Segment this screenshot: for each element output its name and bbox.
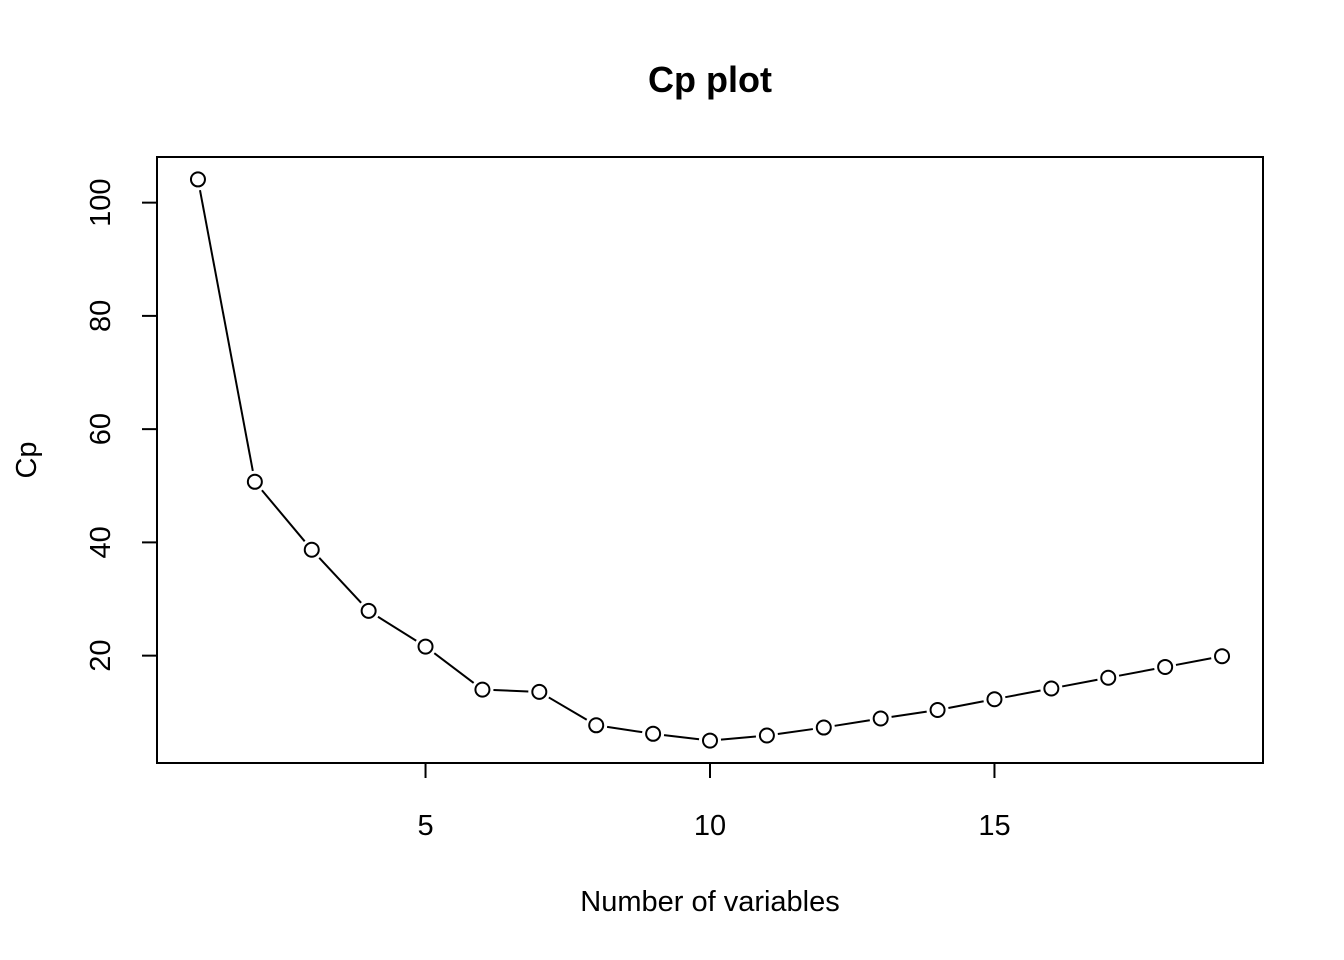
- x-axis-label: Number of variables: [580, 886, 840, 918]
- x-tick-label: 15: [978, 810, 1010, 842]
- y-axis: 20 40 60 80 100: [85, 178, 157, 672]
- data-point: [1043, 680, 1060, 697]
- y-tick-label: 100: [85, 178, 117, 226]
- data-point: [1157, 658, 1174, 675]
- data-point: [1214, 648, 1231, 665]
- series-segment: [199, 190, 254, 472]
- series-segment: [663, 734, 700, 741]
- series-segment: [1061, 678, 1098, 688]
- series-segment: [493, 689, 529, 693]
- data-point: [474, 681, 491, 698]
- data-point: [303, 541, 320, 558]
- data-point: [758, 727, 775, 744]
- series-segment: [891, 710, 927, 718]
- plot-frame: [156, 156, 1264, 764]
- data-point: [645, 725, 662, 742]
- y-tick-label: 80: [85, 300, 117, 332]
- data-point: [702, 732, 718, 749]
- series-segment: [433, 652, 475, 684]
- series-segment: [834, 719, 870, 727]
- series-segment: [261, 489, 306, 542]
- x-axis: 5 10 15: [417, 763, 1011, 842]
- y-axis-label: Cp: [11, 441, 43, 478]
- series-segment: [1118, 668, 1155, 677]
- series-segment: [318, 557, 362, 604]
- series-line: [199, 190, 1212, 741]
- series-segment: [1175, 657, 1212, 666]
- series-points: [189, 171, 1231, 749]
- series-segment: [1005, 689, 1041, 699]
- y-tick-label: 40: [85, 526, 117, 558]
- series-segment: [377, 615, 417, 642]
- data-point: [815, 719, 832, 736]
- series-segment: [548, 696, 588, 721]
- data-point: [189, 171, 206, 188]
- series-segment: [777, 728, 814, 735]
- data-point: [986, 691, 1003, 708]
- data-point: [872, 710, 889, 727]
- chart-title: Cp plot: [648, 59, 772, 100]
- y-tick-label: 60: [85, 413, 117, 445]
- data-point: [417, 638, 434, 655]
- y-tick-label: 20: [85, 640, 117, 672]
- data-point: [246, 473, 263, 490]
- series-segment: [606, 725, 643, 734]
- data-point: [929, 701, 946, 718]
- data-point: [588, 717, 605, 734]
- series-segment: [948, 700, 984, 709]
- data-point: [531, 683, 548, 700]
- x-tick-label: 10: [694, 810, 726, 842]
- data-point: [360, 602, 377, 619]
- data-point: [1100, 669, 1117, 686]
- series-segment: [720, 735, 757, 741]
- x-tick-label: 5: [417, 810, 433, 842]
